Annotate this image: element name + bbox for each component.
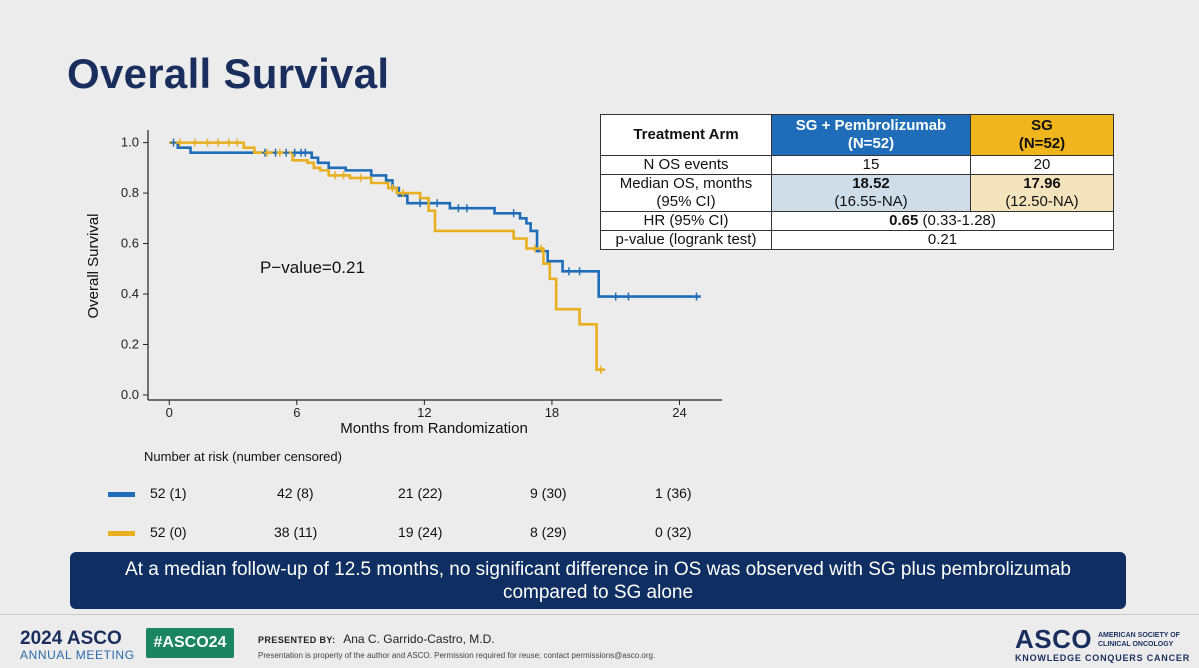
y-tick-label: 0.6	[121, 236, 139, 251]
p-value-annotation: P−value=0.21	[260, 258, 365, 277]
risk-cell: 19 (24)	[398, 524, 443, 540]
row-label: N OS events	[600, 155, 772, 175]
median-sg-ci: (12.50-NA)	[1005, 193, 1079, 210]
risk-cell: 8 (29)	[530, 524, 567, 540]
km-chart: 0.0 0.2 0.4 0.6 0.8 1.0 0 6 12 18 24 Months from R…	[85, 130, 722, 437]
risk-cell: 21 (22)	[398, 485, 443, 501]
risk-cell: 1 (36)	[655, 485, 692, 501]
at-risk-row-sg: 52 (0) 38 (11) 19 (24) 8 (29) 0 (32)	[0, 524, 760, 544]
presenter-name: Ana C. Garrido-Castro, M.D.	[343, 632, 495, 646]
summary-table: Treatment Arm SG + Pembrolizumab (N=52) …	[600, 114, 1114, 250]
chart-ticks: 0.0 0.2 0.4 0.6 0.8 1.0 0 6 12 18 24	[121, 135, 687, 420]
cell-value: 18.52 (16.55-NA)	[771, 174, 971, 212]
asco-logo-subtitle: AMERICAN SOCIETY OF CLINICAL ONCOLOGY	[1098, 632, 1180, 648]
hr-ci: (0.33-1.28)	[922, 212, 996, 229]
risk-cell: 0 (32)	[655, 524, 692, 540]
hashtag-badge: #ASCO24	[146, 628, 234, 658]
km-curve-sgp	[169, 141, 701, 298]
y-tick-label: 0.8	[121, 185, 139, 200]
x-tick-label: 24	[672, 405, 686, 420]
row-label: HR (95% CI)	[600, 211, 772, 231]
table-row: Median OS, months (95% CI) 18.52 (16.55-…	[600, 174, 1114, 212]
table-header-row: Treatment Arm SG + Pembrolizumab (N=52) …	[600, 114, 1114, 156]
cell-value: 20	[970, 155, 1114, 175]
risk-cell: 52 (0)	[150, 524, 187, 540]
row-label-line: (95% CI)	[656, 193, 716, 210]
header-sg-pembrolizumab: SG + Pembrolizumab (N=52)	[771, 114, 971, 156]
chart-censors	[170, 138, 700, 374]
presented-by: PRESENTED BY: Ana C. Garrido-Castro, M.D…	[258, 632, 495, 646]
row-label: Median OS, months (95% CI)	[600, 174, 772, 212]
header-sg-n: (N=52)	[1018, 135, 1066, 152]
x-tick-label: 12	[417, 405, 431, 420]
y-tick-label: 0.2	[121, 336, 139, 351]
legend-swatch-sgp	[108, 492, 135, 497]
table-row: HR (95% CI) 0.65 (0.33-1.28)	[600, 211, 1114, 231]
y-tick-label: 0.0	[121, 387, 139, 402]
hr-value: 0.65	[889, 212, 919, 229]
median-sgp-ci: (16.55-NA)	[834, 193, 908, 210]
asco-tagline: KNOWLEDGE CONQUERS CANCER	[1015, 653, 1191, 663]
y-tick-label: 0.4	[121, 286, 139, 301]
header-sg: SG (N=52)	[970, 114, 1114, 156]
x-axis-title: Months from Randomization	[340, 420, 528, 437]
chart-curves	[169, 141, 701, 372]
table-row: p-value (logrank test) 0.21	[600, 230, 1114, 250]
row-label-line: Median OS, months	[619, 175, 753, 192]
row-label: p-value (logrank test)	[600, 230, 772, 250]
cell-value: 0.65 (0.33-1.28)	[771, 211, 1114, 231]
median-sgp: 18.52	[852, 175, 890, 192]
x-tick-label: 6	[293, 405, 300, 420]
at-risk-title: Number at risk (number censored)	[144, 449, 342, 464]
risk-cell: 9 (30)	[530, 485, 567, 501]
disclaimer-text: Presentation is property of the author a…	[258, 651, 656, 660]
risk-cell: 52 (1)	[150, 485, 187, 501]
x-tick-label: 0	[166, 405, 173, 420]
legend-swatch-sg	[108, 531, 135, 536]
risk-cell: 42 (8)	[277, 485, 314, 501]
presented-by-label: PRESENTED BY:	[258, 635, 336, 645]
median-sg: 17.96	[1023, 175, 1061, 192]
footer-year-logo: 2024 ASCO	[20, 628, 122, 649]
header-sg-name: SG	[1031, 117, 1053, 134]
x-tick-label: 18	[545, 405, 559, 420]
cell-value: 0.21	[771, 230, 1114, 250]
cell-value: 15	[771, 155, 971, 175]
footer-divider	[0, 614, 1199, 615]
at-risk-row-sgp: 52 (1) 42 (8) 21 (22) 9 (30) 1 (36)	[0, 485, 760, 505]
y-tick-label: 1.0	[121, 135, 139, 150]
table-row: N OS events 15 20	[600, 155, 1114, 175]
conclusion-banner: At a median follow-up of 12.5 months, no…	[70, 552, 1126, 609]
header-sgp-name: SG + Pembrolizumab	[795, 117, 947, 134]
asco-logo: ASCO	[1015, 624, 1093, 654]
page-title: Overall Survival	[67, 50, 390, 97]
footer-meeting-label: ANNUAL MEETING	[20, 648, 135, 662]
header-sgp-n: (N=52)	[847, 135, 895, 152]
header-treatment-arm: Treatment Arm	[600, 114, 772, 156]
cell-value: 17.96 (12.50-NA)	[970, 174, 1114, 212]
risk-cell: 38 (11)	[274, 524, 318, 540]
y-axis-title: Overall Survival	[85, 213, 102, 318]
km-curve-sg	[169, 141, 606, 372]
chart-axes	[147, 130, 722, 401]
